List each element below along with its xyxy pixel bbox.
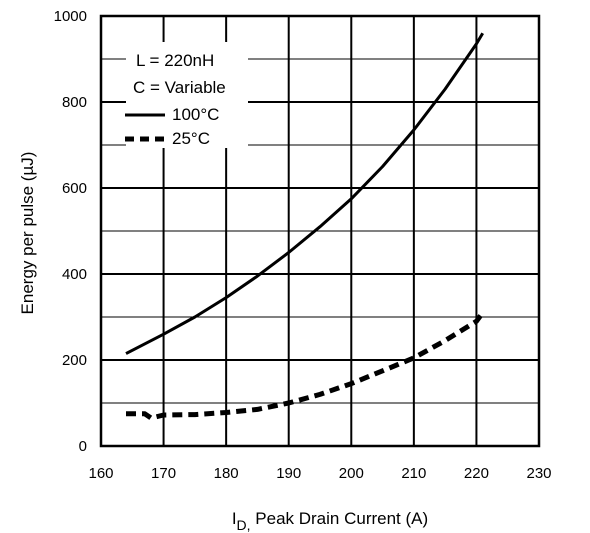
y-tick-label: 1000 bbox=[54, 8, 87, 25]
x-axis-label-rest: Peak Drain Current (A) bbox=[251, 509, 429, 528]
x-tick-label: 200 bbox=[339, 465, 364, 482]
y-tick-label: 0 bbox=[79, 438, 87, 455]
x-axis-label-main: I bbox=[232, 509, 237, 528]
x-tick-label: 210 bbox=[401, 465, 426, 482]
y-tick-label: 400 bbox=[62, 266, 87, 283]
plot-frame bbox=[99, 14, 541, 448]
legend: L = 220nH C = Variable 100°C 25°C bbox=[125, 42, 248, 148]
series-lines bbox=[125, 32, 485, 421]
x-tick-label: 180 bbox=[214, 465, 239, 482]
x-tick-label: 220 bbox=[464, 465, 489, 482]
y-tick-labels: 0 200 400 600 800 1000 bbox=[54, 8, 87, 455]
x-axis-label-sub: D, bbox=[237, 517, 251, 533]
legend-note-capacitance: C = Variable bbox=[133, 78, 226, 97]
x-tick-label: 190 bbox=[276, 465, 301, 482]
legend-note-inductance: L = 220nH bbox=[136, 51, 214, 70]
x-tick-label: 160 bbox=[88, 465, 113, 482]
grid bbox=[100, 15, 540, 447]
x-tick-labels: 160 170 180 190 200 210 220 230 bbox=[88, 465, 551, 482]
x-axis-label: ID, Peak Drain Current (A) bbox=[232, 509, 428, 533]
legend-label-25c: 25°C bbox=[172, 129, 210, 148]
series-line-100c bbox=[125, 32, 484, 355]
y-tick-label: 600 bbox=[62, 180, 87, 197]
y-tick-label: 800 bbox=[62, 94, 87, 111]
x-tick-label: 230 bbox=[526, 465, 551, 482]
legend-label-100c: 100°C bbox=[172, 105, 219, 124]
series-line-25c bbox=[126, 311, 485, 421]
y-tick-label: 200 bbox=[62, 352, 87, 369]
y-axis-label: Energy per pulse (µJ) bbox=[18, 152, 37, 315]
x-tick-label: 170 bbox=[151, 465, 176, 482]
